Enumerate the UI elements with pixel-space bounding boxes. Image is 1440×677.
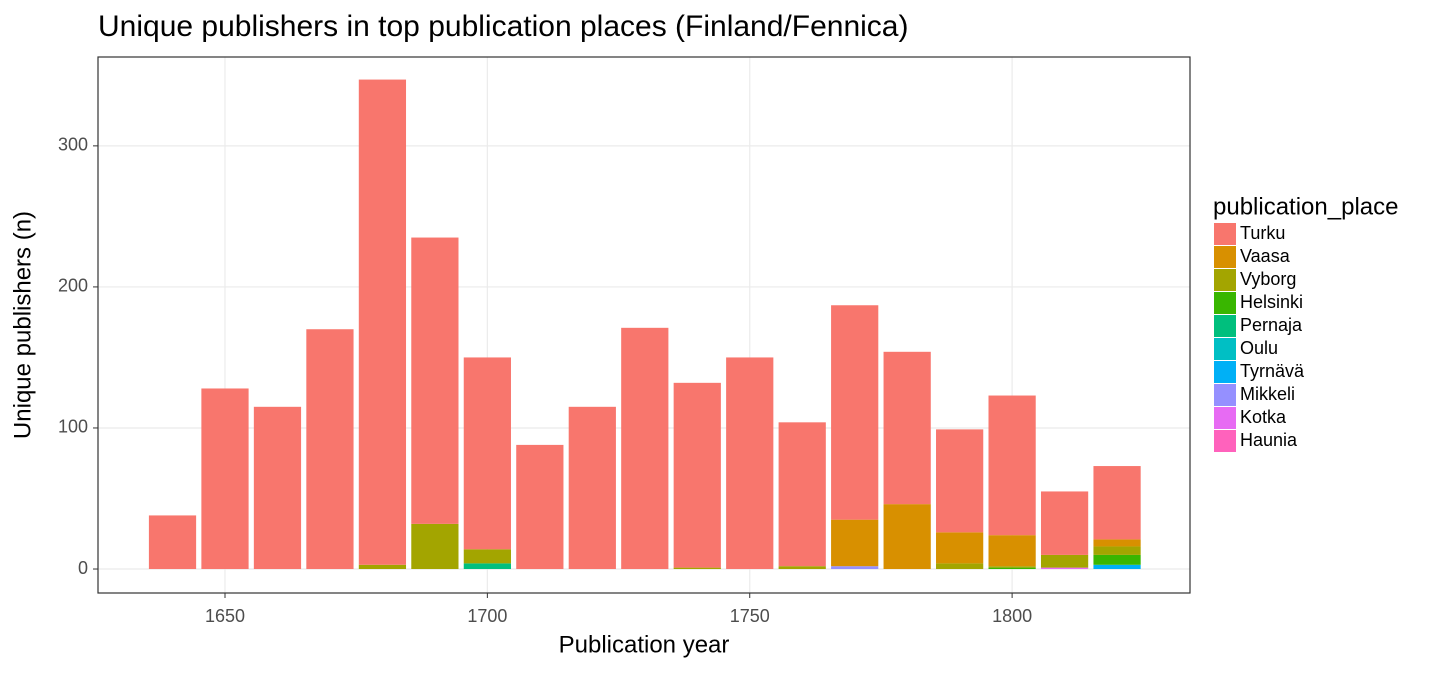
- legend-title: publication_place: [1213, 193, 1398, 220]
- bar-segment: [1093, 539, 1141, 547]
- bar-segment: [358, 564, 407, 570]
- bar-segment: [568, 406, 616, 570]
- bar-segment: [463, 563, 511, 570]
- legend-key: [1214, 384, 1236, 406]
- x-axis-title: Publication year: [559, 631, 730, 658]
- bar-segment: [936, 563, 984, 570]
- bar-segment: [1040, 491, 1089, 555]
- bar-segment: [1093, 466, 1141, 540]
- x-tick-label: 1800: [992, 606, 1032, 626]
- bar-segment: [1040, 554, 1089, 568]
- legend-label: Vaasa: [1240, 246, 1291, 266]
- legend-key: [1214, 246, 1236, 268]
- bar-segment: [988, 566, 1036, 568]
- bar-segment: [831, 566, 879, 570]
- legend-key: [1214, 361, 1236, 383]
- legend-label: Mikkeli: [1240, 384, 1295, 404]
- y-tick-label: 100: [58, 417, 88, 437]
- bar-segment: [831, 519, 879, 567]
- bar-segment: [988, 535, 1036, 567]
- legend-key: [1214, 315, 1236, 337]
- bar-segment: [201, 388, 249, 570]
- plot-border: [97, 56, 1191, 594]
- legend-label: Haunia: [1240, 430, 1298, 450]
- bar-segment: [411, 237, 459, 524]
- legend-label: Pernaja: [1240, 315, 1303, 335]
- legend-label: Tyrnävä: [1240, 361, 1305, 381]
- bar-segment: [673, 382, 721, 568]
- y-axis-title: Unique publishers (n): [9, 211, 36, 439]
- bar-segment: [1093, 546, 1141, 555]
- bar-segment: [883, 351, 931, 505]
- legend-key: [1214, 292, 1236, 314]
- bar-segment: [883, 504, 931, 570]
- bar-segment: [358, 79, 407, 565]
- legend-label: Turku: [1240, 223, 1285, 243]
- bar-segment: [936, 532, 984, 564]
- bar-segment: [516, 444, 564, 570]
- bar-segment: [673, 567, 721, 570]
- bar-segment: [463, 357, 511, 550]
- bar-segment: [411, 523, 459, 570]
- legend-key: [1214, 223, 1236, 245]
- legend-key: [1214, 407, 1236, 429]
- legend-key: [1214, 269, 1236, 291]
- y-tick-label: 0: [78, 558, 88, 578]
- legend-label: Helsinki: [1240, 292, 1303, 312]
- bar-segment: [1093, 554, 1141, 565]
- bar-segment: [988, 395, 1036, 536]
- legend-label: Kotka: [1240, 407, 1287, 427]
- x-tick-label: 1650: [205, 606, 245, 626]
- chart-title: Unique publishers in top publication pla…: [98, 10, 908, 43]
- x-tick-label: 1750: [730, 606, 770, 626]
- bar-segment: [253, 406, 302, 570]
- legend-label: Oulu: [1240, 338, 1278, 358]
- y-tick-label: 200: [58, 276, 88, 296]
- legend-key: [1214, 338, 1236, 360]
- bar-segment: [988, 567, 1036, 570]
- legend-label: Vyborg: [1240, 269, 1296, 289]
- bar-segment: [778, 566, 826, 570]
- bar-segment: [831, 305, 879, 520]
- bar-segment: [306, 329, 354, 570]
- bar-segment: [621, 327, 669, 570]
- bar-segment: [778, 422, 826, 567]
- bar-segment: [1093, 564, 1141, 570]
- bar-segment: [726, 357, 774, 570]
- bar-segment: [148, 515, 197, 570]
- bar-segment: [463, 549, 511, 564]
- bar-segment: [1040, 567, 1089, 570]
- bar-segment: [936, 429, 984, 533]
- x-tick-label: 1700: [467, 606, 507, 626]
- legend-key: [1214, 430, 1236, 452]
- y-tick-label: 300: [58, 135, 88, 155]
